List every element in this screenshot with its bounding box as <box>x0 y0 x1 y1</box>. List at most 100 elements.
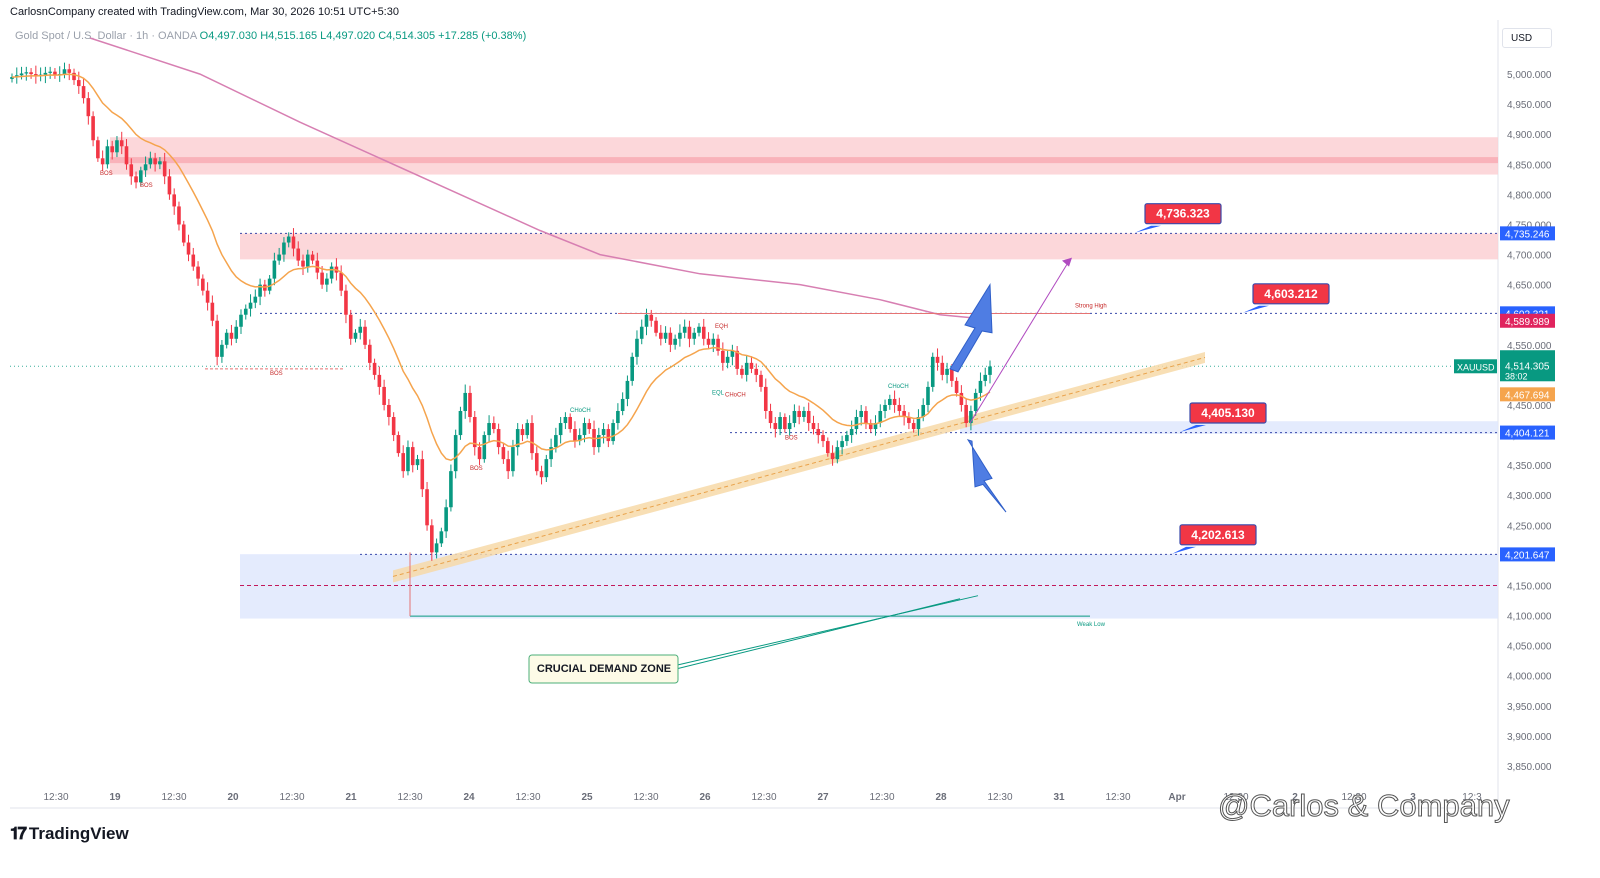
candle-body <box>329 266 334 279</box>
candle-body <box>554 435 558 448</box>
price-flag <box>1500 547 1555 562</box>
x-tick-label: 12:30 <box>1341 792 1366 803</box>
candle-body <box>124 146 129 165</box>
candle-body <box>72 72 76 81</box>
candle-body <box>81 86 86 99</box>
y-tick-label: 4,650.000 <box>1507 281 1552 292</box>
candle-body <box>358 326 363 333</box>
watermark-text: @Carlos & Company <box>1218 788 1511 824</box>
y-tick-label: 4,100.000 <box>1507 612 1552 623</box>
projection-arrowhead <box>1062 257 1072 267</box>
x-tick-label: Apr <box>1168 792 1185 803</box>
candle-body <box>950 368 954 381</box>
callout-pointer <box>1180 424 1206 432</box>
candle-body <box>611 423 615 442</box>
candle-body <box>186 242 191 255</box>
candle-body <box>220 344 224 357</box>
currency-button[interactable]: USD <box>1502 28 1552 48</box>
ema-fast-line <box>11 73 991 462</box>
candle-body <box>382 386 386 405</box>
y-tick-label: 4,900.000 <box>1507 130 1552 141</box>
candle-body <box>229 332 234 339</box>
chart-credit: CarlosnCompany created with TradingView.… <box>10 6 399 18</box>
x-tick-label: 12:30 <box>161 792 186 803</box>
candle-body <box>210 302 215 321</box>
symbol-flag-text: XAUUSD <box>1457 362 1495 372</box>
candle-body <box>62 69 67 75</box>
tradingview-logo-icon: 𝟏𝟕 <box>10 824 27 843</box>
candle-body <box>234 326 239 339</box>
candle-body <box>620 398 625 411</box>
candle-body <box>582 423 587 436</box>
candle-body <box>248 302 253 309</box>
candle-body <box>224 332 229 345</box>
candle-body <box>883 404 887 411</box>
candle-body <box>401 453 405 472</box>
candle-body <box>29 72 33 75</box>
x-tick-label: 12:30 <box>987 792 1012 803</box>
callout-pointer <box>1135 225 1161 233</box>
candle-body <box>597 435 601 448</box>
x-tick-label: 12:30 <box>279 792 304 803</box>
demand-zone-callout-text: CRUCIAL DEMAND ZONE <box>537 663 671 675</box>
candle-body <box>778 417 782 430</box>
candle-body <box>387 404 391 418</box>
candle-body <box>310 254 315 261</box>
candle-body <box>558 423 563 436</box>
candle-body <box>563 417 568 424</box>
candle-body <box>377 374 382 387</box>
x-tick-label: 12:30 <box>1105 792 1130 803</box>
y-tick-label: 4,850.000 <box>1507 160 1552 171</box>
candle-body <box>258 284 262 297</box>
projection-line <box>969 259 1071 424</box>
candle-body <box>735 350 739 369</box>
candle-body <box>945 368 949 375</box>
eql-label: EQL <box>712 391 725 397</box>
price-callout-box <box>1252 283 1330 305</box>
candle-body <box>668 332 673 345</box>
candle-body <box>282 242 286 255</box>
candle-body <box>630 356 634 381</box>
tradingview-logo[interactable]: 𝟏𝟕 TradingView <box>10 824 129 844</box>
candle-body <box>625 380 630 399</box>
y-tick-label: 4,700.000 <box>1507 251 1552 262</box>
candle-body <box>716 338 720 351</box>
candle-body <box>911 423 916 430</box>
candle-body <box>501 447 506 460</box>
candle-body <box>472 417 477 448</box>
candle-body <box>143 164 148 171</box>
ohlc-values: O4,497.030 H4,515.165 L4,497.020 C4,514.… <box>199 30 527 42</box>
candle-body <box>67 69 72 73</box>
price-flag <box>1500 425 1555 440</box>
candle-body <box>687 326 692 339</box>
x-tick-label: 3 <box>1410 792 1416 803</box>
candle-body <box>530 423 534 454</box>
candle-body <box>825 441 830 454</box>
candle-body <box>749 362 754 369</box>
candle-body <box>368 344 372 363</box>
bos-label: BOS <box>140 183 153 189</box>
candle-body <box>100 158 105 165</box>
candle-body <box>840 441 844 448</box>
candle-body <box>105 146 110 165</box>
candle-body <box>410 447 415 466</box>
bos-label: BOS <box>270 371 283 377</box>
candle-body <box>725 356 730 363</box>
candle-body <box>907 417 911 424</box>
candle-body <box>663 332 668 339</box>
candle-body <box>272 260 277 279</box>
price-flag-text: 4,201.647 <box>1505 550 1550 561</box>
candle-body <box>644 314 649 327</box>
candle-body <box>816 429 821 436</box>
y-tick-label: 4,300.000 <box>1507 491 1552 502</box>
demand-zone-callout-box <box>528 654 679 684</box>
candle-body <box>172 194 177 207</box>
candle-body <box>673 338 677 345</box>
candle-body <box>659 332 663 339</box>
candle-body <box>868 423 873 430</box>
candle-body <box>506 459 510 472</box>
bos-label: BOS <box>470 466 483 472</box>
candle-body <box>134 176 138 183</box>
candle-body <box>921 404 926 418</box>
